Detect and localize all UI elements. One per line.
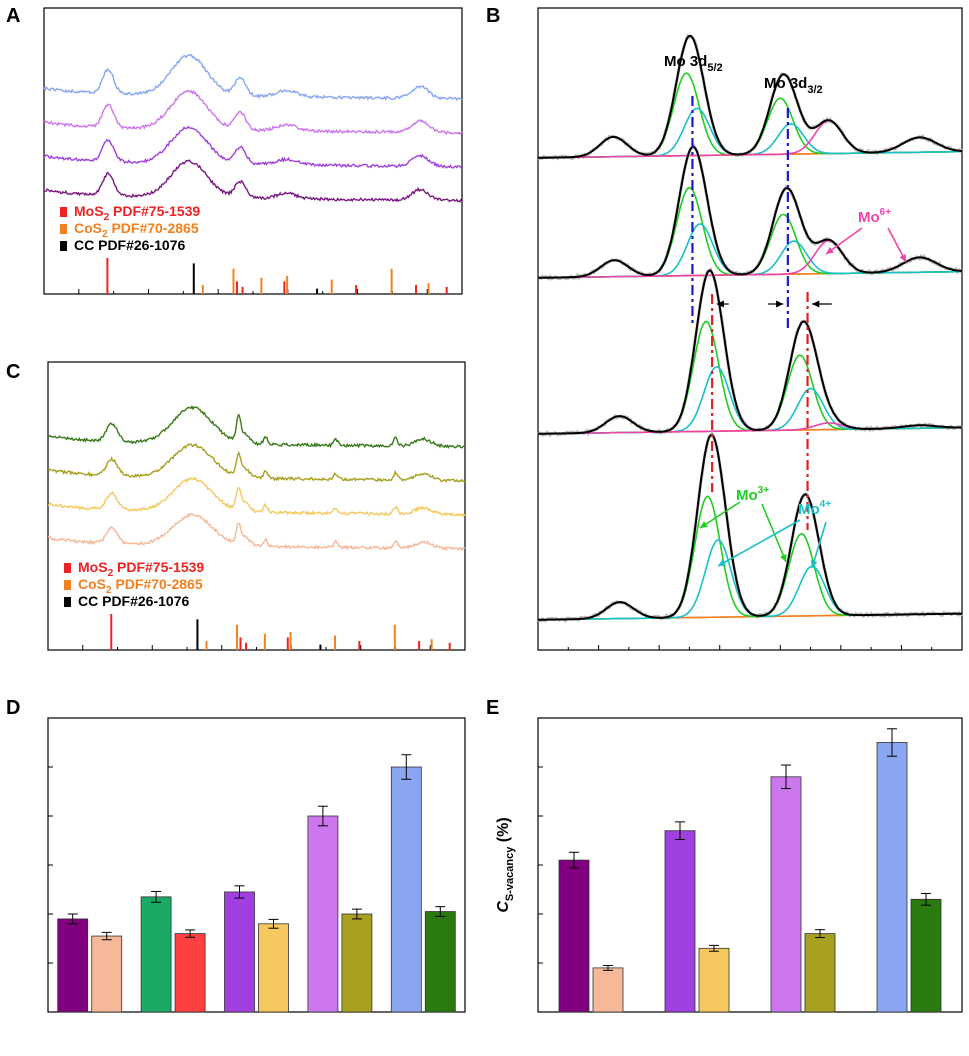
c-curve-2 (47, 443, 466, 483)
b-mo3-arrow-head (780, 554, 787, 562)
d-bar (140, 896, 172, 1013)
b-mo6-arrow-head (899, 254, 906, 262)
d-bar (57, 918, 89, 1013)
e-y-axis-label: CS-vacancy (%) (495, 817, 516, 912)
b-shift-arrow-head (812, 300, 820, 308)
d-bar (91, 935, 123, 1013)
d-bar (224, 891, 255, 1013)
b-envelope-4 (538, 433, 963, 621)
a-legend-entry: CoS2 PDF#70-2865 (74, 220, 199, 240)
b-raw-data-2 (537, 143, 963, 281)
b-envelope-3 (538, 269, 962, 435)
c-legend-swatch (64, 563, 71, 573)
b-mo4-arrow (717, 519, 801, 567)
b-mo6-arrow-head (826, 247, 834, 254)
b-mo6-arrow (825, 227, 863, 255)
a-legend-swatch (60, 241, 67, 251)
e-bar (876, 742, 908, 1013)
d-bar (390, 766, 422, 1013)
a-legend-swatch (60, 224, 67, 234)
b-mo4-label: Mo4+ (798, 499, 831, 518)
c-legend-swatch (64, 597, 71, 607)
a-curve-3 (43, 125, 463, 169)
b-mo3-arrow (699, 501, 741, 529)
panel-b-xps-chart: Mo 3d5/2 Mo 3d3/2 Mo6+ Mo3+ Mo4+ (536, 7, 964, 651)
c-legend-entry: CoS2 PDF#70-2865 (78, 576, 203, 596)
e-bar (804, 933, 836, 1013)
b-mo4-fit-4 (538, 539, 963, 621)
panel-d-bar-chart (47, 717, 466, 1013)
b-shift-arrow-head (776, 300, 784, 308)
panel-e-bar-chart: CS-vacancy (%) (495, 717, 963, 1013)
c-curve-1 (47, 404, 466, 449)
b-mo6-label: Mo6+ (858, 207, 891, 226)
d-bar (341, 913, 373, 1013)
e-bar (698, 947, 730, 1013)
panel-letter-a: A (6, 5, 20, 27)
b-mo4-fit-2 (538, 223, 963, 279)
b-mo52-label: Mo 3d5/2 (664, 53, 723, 74)
b-mo4-arrow-head (718, 559, 726, 566)
panel-letter-b: B (486, 5, 500, 27)
b-mo3-fit-4 (538, 495, 963, 621)
b-mo3-fit-3 (538, 320, 963, 435)
b-mo4-arrow-head (810, 560, 818, 568)
b-mo3-arrow (761, 503, 787, 563)
a-legend-entry: CC PDF#26-1076 (74, 237, 185, 253)
b-envelope-1 (538, 34, 963, 159)
panel-letter-c: C (6, 361, 20, 383)
d-bar (307, 815, 339, 1013)
a-legend-entry: MoS2 PDF#75-1539 (74, 203, 200, 223)
d-bar (424, 911, 456, 1013)
a-curve-1 (43, 53, 463, 102)
d-bar (258, 923, 289, 1013)
e-bar (664, 830, 696, 1013)
b-raw-data-3 (536, 266, 964, 437)
c-legend-entry: MoS2 PDF#75-1539 (78, 559, 204, 579)
b-mo3-label: Mo3+ (736, 485, 769, 504)
b-raw-data-1 (537, 33, 963, 161)
a-legend-swatch (60, 207, 67, 217)
e-bar (910, 898, 942, 1013)
c-curve-3 (47, 476, 466, 518)
c-legend-swatch (64, 580, 71, 590)
e-bar (770, 776, 802, 1013)
c-legend-entry: CC PDF#26-1076 (78, 593, 189, 609)
e-bar (558, 859, 590, 1013)
e-bar (592, 967, 624, 1013)
b-mo4-arrow (811, 521, 827, 569)
b-raw-data-4 (537, 431, 963, 623)
c-curve-4 (47, 512, 466, 552)
a-curve-4 (43, 159, 463, 203)
b-envelope-2 (538, 145, 963, 279)
d-bar (174, 933, 206, 1013)
panel-letter-d: D (6, 697, 20, 719)
b-plot-frame (537, 7, 963, 651)
b-shift-arrow-head (716, 300, 724, 308)
b-mo4-fit-3 (538, 366, 963, 435)
a-curve-2 (43, 89, 463, 136)
panel-letter-e: E (486, 697, 499, 719)
b-mo32-label: Mo 3d3/2 (764, 75, 823, 96)
b-mo3-arrow-head (700, 521, 708, 528)
